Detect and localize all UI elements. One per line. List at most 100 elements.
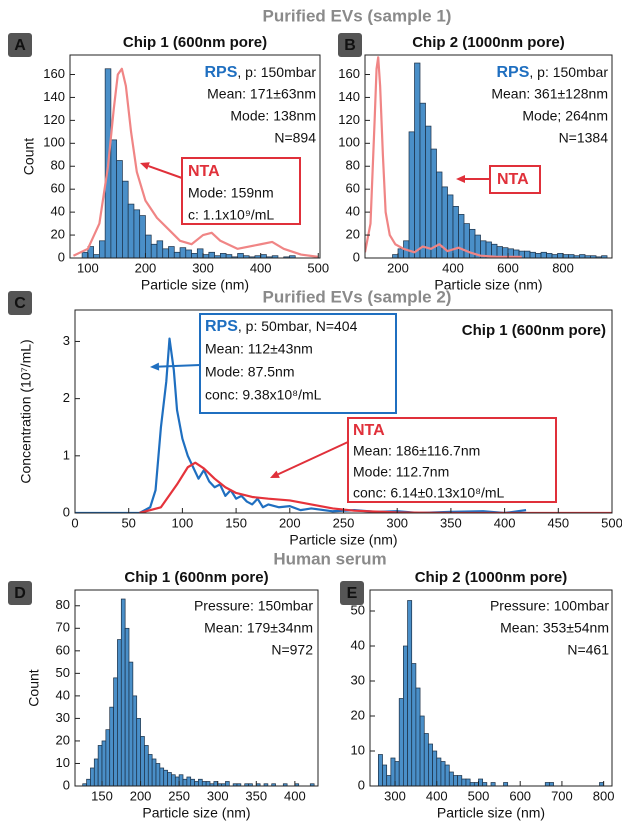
plot-data	[365, 56, 608, 258]
bar	[145, 234, 152, 258]
x-tick-label: 250	[168, 788, 190, 803]
annotation-text: N=972	[271, 642, 313, 658]
bar	[237, 253, 244, 258]
bar	[444, 764, 450, 786]
annotation-text: Mean: 186±116.7nm	[353, 443, 480, 459]
y-tick-label: 100	[43, 135, 65, 150]
bar	[546, 253, 553, 258]
bar	[113, 677, 118, 786]
annotation-arrow	[158, 364, 201, 368]
x-tick-label: 450	[547, 515, 569, 530]
data-line	[365, 56, 522, 258]
annotation-head: NTA	[353, 422, 385, 439]
arrow-head	[140, 162, 150, 170]
bar	[461, 778, 467, 786]
annotation-text: N=461	[567, 642, 609, 658]
bar	[478, 778, 484, 786]
bar	[440, 761, 446, 786]
bar	[178, 774, 184, 786]
bar	[159, 767, 165, 786]
y-tick-label: 30	[351, 672, 365, 687]
bar	[390, 757, 396, 786]
bar	[392, 254, 399, 258]
x-tick-label: 50	[121, 515, 135, 530]
annotation-text: NTA	[188, 163, 220, 180]
annotation-box	[347, 417, 557, 503]
x-axis-label: Particle size (nm)	[141, 277, 249, 293]
y-axis-label: Concentration (10⁷/mL)	[18, 339, 34, 483]
annotation-text: Mode; 264nm	[522, 108, 608, 124]
panel-letter: C	[14, 295, 26, 312]
y-tick-label: 100	[338, 135, 360, 150]
bar	[386, 775, 392, 786]
x-tick-label: 800	[593, 788, 615, 803]
x-tick-label: 150	[225, 515, 247, 530]
arrow-head	[150, 362, 160, 371]
bar	[448, 771, 454, 786]
annotation-text: Mean: 353±54nm	[500, 620, 609, 636]
y-tick-label: 20	[51, 226, 65, 241]
bar	[116, 160, 123, 258]
x-tick-label: 300	[192, 260, 214, 275]
bar	[99, 240, 106, 258]
annotation-text: RPS, p: 50mbar, N=404	[205, 318, 358, 336]
bar	[490, 782, 496, 786]
bar	[86, 778, 91, 786]
chart-title: Chip 1 (600nm pore)	[123, 34, 267, 51]
bar	[453, 775, 458, 786]
bar	[482, 782, 488, 786]
panel: C Chip 1 (600nm pore) Particle size (nm) Co…	[8, 291, 622, 548]
panel-letter: D	[14, 585, 26, 602]
bar	[407, 600, 413, 786]
bar	[397, 248, 404, 258]
bar	[182, 778, 188, 786]
x-tick-label: 100	[172, 515, 194, 530]
y-tick-label: 60	[56, 642, 70, 657]
bar	[196, 248, 204, 258]
annotation-head: NTA	[497, 171, 529, 188]
bar	[150, 243, 158, 258]
panel-letter-box	[8, 291, 32, 315]
bar	[529, 251, 536, 258]
y-tick-label: 20	[351, 707, 365, 722]
bar	[127, 203, 135, 258]
x-tick-label: 400	[284, 788, 306, 803]
x-tick-label: 300	[386, 515, 408, 530]
bar	[377, 754, 383, 786]
y-tick-label: 60	[346, 181, 360, 196]
bar	[93, 254, 100, 258]
bar	[428, 743, 433, 786]
annotation-text: , p: 150mbar	[529, 64, 608, 80]
x-tick-label: 300	[207, 788, 229, 803]
bar	[411, 663, 417, 786]
panel-letter: B	[344, 37, 356, 54]
annotation-head: NTA	[188, 163, 220, 180]
y-tick-label: 40	[351, 637, 365, 652]
y-tick-label: 0	[353, 249, 360, 264]
bar	[168, 246, 175, 258]
y-tick-label: 140	[43, 89, 65, 104]
y-axis-label: Count	[21, 138, 37, 175]
annotation-text: , p: 50mbar, N=404	[238, 318, 358, 334]
x-tick-label: 100	[77, 260, 99, 275]
y-axis-label: Count	[26, 669, 42, 706]
y-tick-label: 40	[56, 687, 70, 702]
y-tick-label: 160	[43, 66, 65, 81]
bar	[557, 253, 564, 258]
bar	[236, 783, 242, 786]
bar	[162, 248, 169, 258]
bar	[110, 139, 118, 258]
bar	[425, 125, 432, 258]
x-tick-label: 350	[440, 515, 462, 530]
bar	[260, 254, 267, 258]
bar	[208, 251, 215, 258]
section-title: Purified EVs (sample 2)	[263, 287, 452, 306]
annotation-text: Mode: 87.5nm	[205, 364, 295, 380]
bar	[155, 763, 161, 786]
y-tick-label: 70	[56, 620, 70, 635]
bar	[133, 209, 141, 258]
bar	[219, 253, 227, 258]
panel: E Chip 2 (1000nm pore) Particle size (nm) 0…	[340, 569, 615, 821]
y-tick-label: 60	[51, 181, 65, 196]
bar	[282, 783, 288, 786]
